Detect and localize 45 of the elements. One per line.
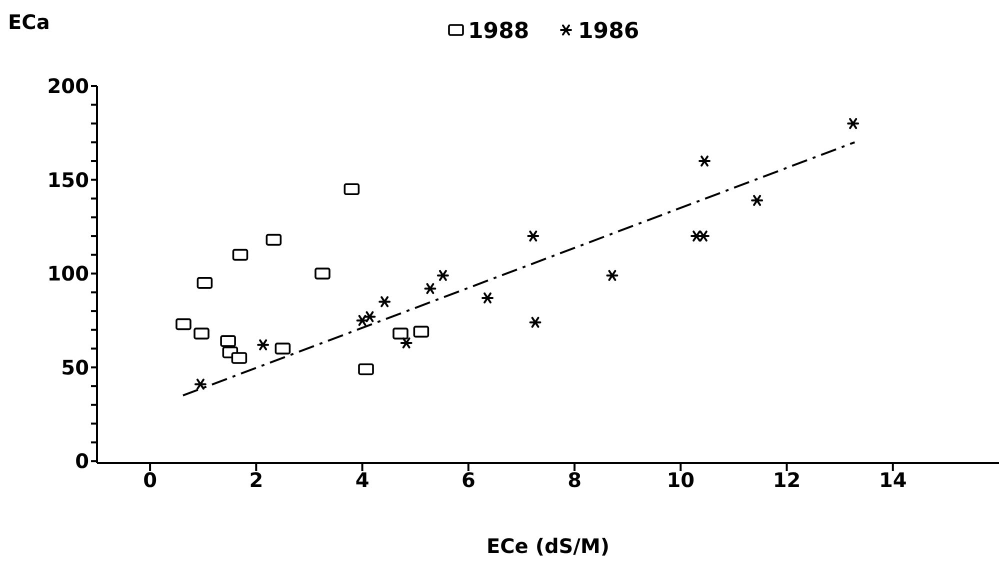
x-tick-label: 4 [355, 468, 370, 492]
point [194, 378, 206, 390]
point [527, 230, 540, 242]
x-tick-label: 6 [461, 468, 476, 492]
x-tick-label: 10 [666, 468, 695, 492]
point [196, 277, 213, 289]
point [847, 118, 860, 130]
point [220, 335, 236, 347]
point [232, 248, 248, 261]
x-tick-label: 8 [568, 468, 582, 492]
point [266, 234, 282, 246]
point [413, 326, 430, 338]
point [274, 342, 291, 354]
point [529, 316, 542, 328]
point [606, 270, 618, 281]
legend-label: 1986 [578, 19, 640, 44]
x-tick-label: 14 [878, 468, 907, 492]
point [358, 363, 374, 376]
y-tick-label: 150 [47, 168, 89, 192]
point [392, 328, 408, 340]
y-tick-label: 200 [47, 74, 89, 98]
x-tick-label: 12 [772, 468, 801, 492]
point [314, 268, 330, 280]
point [344, 183, 360, 196]
x-axis-title: ECe (dS/M) [486, 534, 610, 558]
point [751, 194, 764, 206]
y-tick-label: 0 [75, 449, 89, 474]
point [194, 328, 210, 340]
point [356, 314, 368, 326]
legend-label: 1988 [468, 19, 530, 44]
point [400, 337, 412, 348]
point [698, 156, 711, 167]
y-tick-label: 100 [47, 262, 89, 286]
point [176, 318, 192, 330]
x-tick-label: 2 [249, 468, 264, 492]
point [231, 352, 248, 364]
y-axis-title: ECa [8, 10, 50, 34]
point [424, 283, 436, 294]
point [364, 311, 376, 322]
point [257, 339, 270, 350]
y-tick-label: 50 [61, 355, 89, 380]
point [482, 292, 494, 304]
x-tick-label: 0 [143, 468, 158, 492]
point [436, 270, 449, 281]
point [378, 296, 391, 308]
